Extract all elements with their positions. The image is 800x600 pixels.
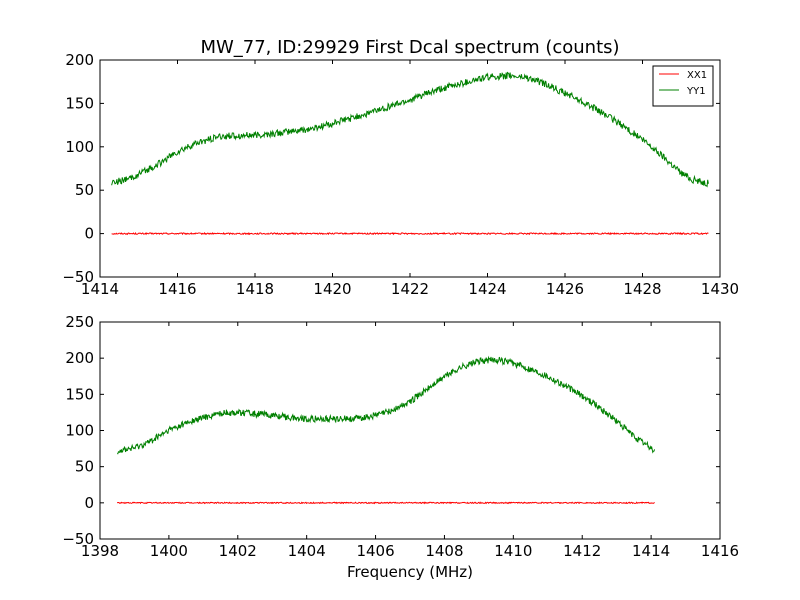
series-line-xx1 (111, 231, 709, 236)
y-tick-label: 150 (65, 94, 94, 112)
x-tick-label: 1410 (494, 542, 532, 560)
series-line-red (116, 501, 655, 505)
x-tick-label: 1424 (468, 280, 506, 298)
x-tick-label: 1414 (632, 542, 670, 560)
x-tick-label: 1416 (158, 280, 196, 298)
y-tick-label: 50 (75, 181, 94, 199)
y-tick-label: 200 (65, 51, 94, 69)
x-axis-label: Frequency (MHz) (347, 563, 473, 581)
x-tick-label: 1418 (236, 280, 274, 298)
x-tick-label: 1398 (81, 542, 119, 560)
y-tick-label: 100 (65, 422, 94, 440)
x-tick-label: 1422 (391, 280, 429, 298)
legend-label-yy1: YY1 (686, 86, 706, 97)
y-tick-label: 100 (65, 138, 94, 156)
y-tick-label: 0 (84, 225, 94, 243)
y-tick-label: 200 (65, 349, 94, 367)
x-tick-label: 1404 (288, 542, 326, 560)
bottom-panel: 1398 1400 1402 1404 1406 1408 1410 1412 1414 1416… (62, 313, 739, 560)
x-tick-label: 1408 (425, 542, 463, 560)
x-tick-label: 1414 (81, 280, 119, 298)
y-tick-label: 250 (65, 313, 94, 331)
x-tick-label: 1402 (219, 542, 257, 560)
x-tick-label: 1420 (313, 280, 351, 298)
legend-label-xx1: XX1 (687, 70, 707, 81)
legend-box (652, 65, 714, 107)
x-tick-label: 1430 (701, 280, 739, 298)
series-line-green (117, 355, 656, 455)
figure-title: MW_77, ID:29929 First Dcal spectrum (cou… (200, 37, 619, 58)
x-tick-label: 1406 (356, 542, 394, 560)
y-tick-label: 150 (65, 385, 94, 403)
x-tick-label: 1428 (623, 280, 661, 298)
x-tick-label: 1400 (150, 542, 188, 560)
series-line-yy1 (111, 71, 709, 188)
y-tick-label: −50 (62, 268, 94, 286)
y-tick-label: −50 (62, 530, 94, 548)
x-tick-label: 1412 (563, 542, 601, 560)
y-tick-label: 0 (84, 494, 94, 512)
x-tick-label: 1416 (701, 542, 739, 560)
x-tick-label: 1426 (546, 280, 584, 298)
top-panel: 1414 1416 1418 1420 1422 1424 1426 1428 1430 −50 0… (62, 51, 739, 298)
y-tick-label: 50 (75, 458, 94, 476)
